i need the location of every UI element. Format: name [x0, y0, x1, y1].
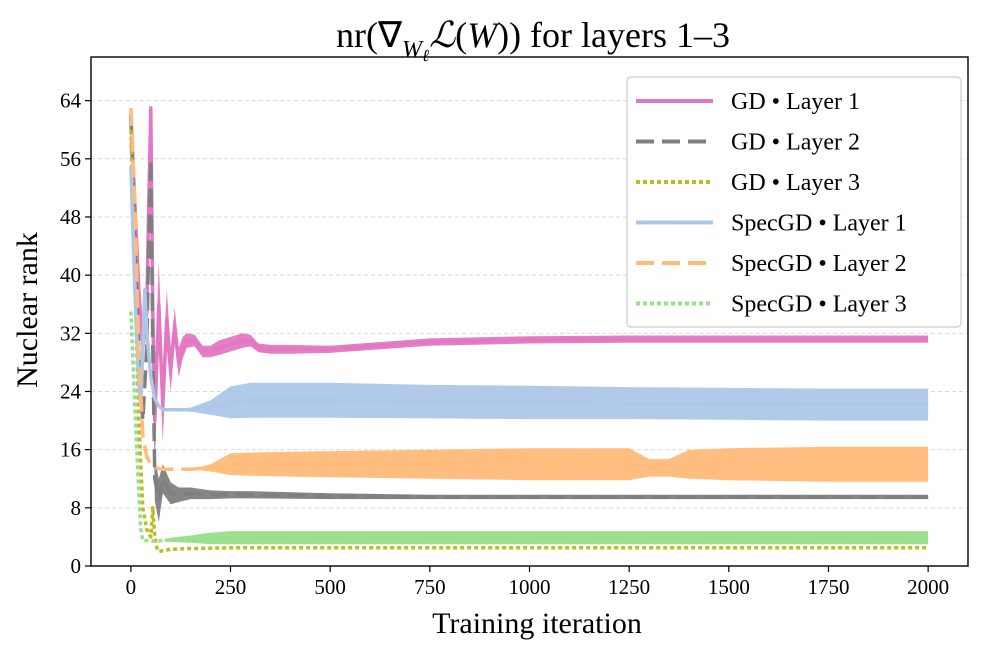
y-tick-label: 56 [60, 147, 81, 171]
title-open-paren: ( [455, 15, 467, 55]
series-2 [129, 115, 929, 523]
legend-label: GD • Layer 1 [731, 89, 860, 115]
x-tick-label: 2000 [907, 575, 949, 599]
title-suffix: )) for layers 1–3 [497, 15, 730, 55]
series-1 [129, 106, 929, 465]
y-tick-label: 0 [71, 554, 82, 578]
y-tick-label: 16 [60, 438, 81, 462]
y-tick-label: 8 [71, 496, 82, 520]
legend-label: SpecGD • Layer 2 [731, 251, 907, 277]
legend-label: GD • Layer 2 [731, 130, 860, 156]
x-tick-label: 1250 [608, 575, 650, 599]
x-tick-label: 250 [215, 575, 247, 599]
series-6 [129, 311, 929, 545]
ticks-layer: 0 8 16 24 32 40 48 56 64 0 250 500 750 1000 1250 1500 17… [60, 89, 949, 599]
series-line [129, 129, 929, 554]
title-subsubscript: ℓ [422, 46, 429, 65]
legend: GD • Layer 1 GD • Layer 2 GD • Layer 3 Spec… [626, 76, 962, 328]
y-tick-label: 24 [60, 379, 82, 403]
title-w-arg: W [467, 15, 500, 55]
series-band [130, 311, 929, 545]
y-tick-label: 48 [60, 205, 81, 229]
x-tick-label: 500 [314, 575, 346, 599]
x-axis-label: Training iteration [432, 607, 642, 640]
chart-title: nr(∇Wℓℒ(W)) for layers 1–3 [336, 15, 730, 65]
legend-label: SpecGD • Layer 1 [731, 211, 907, 237]
series-3 [129, 129, 929, 554]
legend-box [626, 76, 962, 328]
x-tick-label: 1000 [509, 575, 551, 599]
series-band [130, 166, 929, 421]
series-4 [129, 166, 929, 421]
x-tick-label: 1500 [708, 575, 750, 599]
series-line [129, 311, 929, 544]
x-tick-label: 750 [414, 575, 446, 599]
series-line [129, 106, 929, 423]
series-layer [129, 106, 929, 554]
title-subscript: W [402, 37, 424, 63]
y-tick-label: 40 [60, 263, 81, 287]
series-line [129, 107, 929, 472]
x-tick-label: 1750 [807, 575, 849, 599]
y-axis-label: Nuclear rank [11, 232, 44, 388]
series-5 [129, 107, 929, 482]
y-tick-label: 64 [60, 89, 82, 113]
legend-label: SpecGD • Layer 3 [731, 292, 907, 318]
y-tick-label: 32 [60, 321, 81, 345]
title-script-l: ℒ [429, 15, 456, 55]
series-line [129, 115, 929, 503]
x-tick-label: 0 [126, 575, 137, 599]
title-prefix: nr(∇ [336, 15, 403, 55]
series-line [129, 166, 929, 412]
legend-label: GD • Layer 3 [731, 170, 860, 196]
